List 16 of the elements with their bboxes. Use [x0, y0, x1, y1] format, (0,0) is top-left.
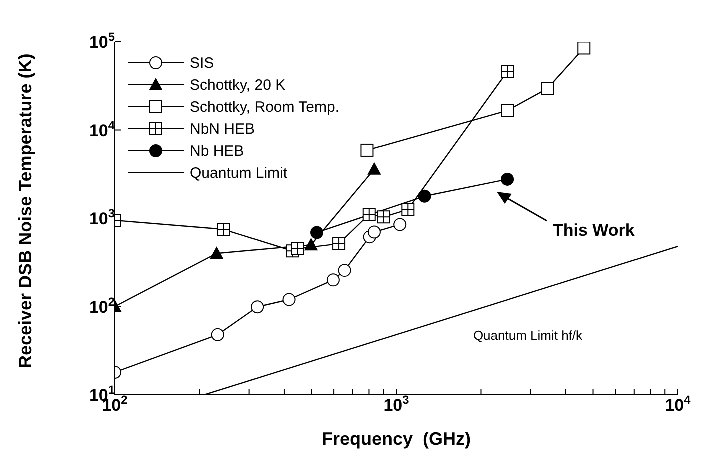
y-tick-label: 10$^{2}$ [89, 294, 116, 317]
y-tick-label: 10$^{4}$ [89, 118, 116, 140]
annotation: This Work [553, 221, 636, 240]
legend-label: NbN HEB [190, 120, 256, 138]
legend-label: Nb HEB [190, 142, 244, 160]
x-axis-title: Frequency (GHz) [322, 429, 472, 449]
legend-label: Schottky, 20 K [190, 76, 286, 94]
y-tick-label: 10$^{5}$ [89, 30, 116, 52]
legend-label: SIS [190, 54, 214, 72]
y-axis-title: Receiver DSB Noise Temperature (K) [15, 54, 36, 368]
x-tick-label: 10$^{4}$ [665, 393, 692, 415]
y-tick-label: 10$^{3}$ [89, 206, 116, 228]
legend-label: Quantum Limit [190, 164, 288, 182]
x-tick-label: 10$^{3}$ [384, 393, 410, 415]
legend-label: Schottky, Room Temp. [190, 98, 340, 116]
annotation: Quantum Limit hf/k [473, 328, 584, 343]
